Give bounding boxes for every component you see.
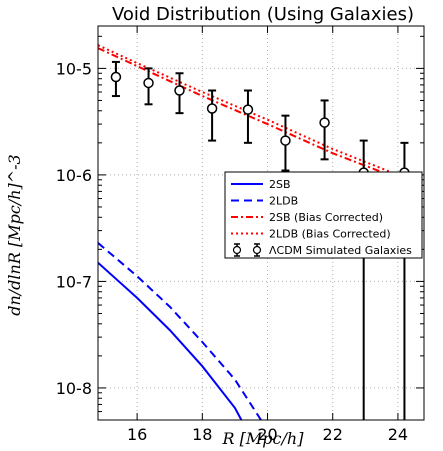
data-point	[206, 103, 218, 114]
y-tick-label: 10-6	[56, 166, 92, 185]
legend-label: 2LDB	[269, 195, 298, 208]
data-point	[319, 117, 330, 128]
x-tick-label: 24	[388, 425, 408, 444]
x-tick-label: 18	[192, 425, 212, 444]
legend-marker	[232, 245, 242, 255]
series-line-1	[98, 242, 262, 420]
x-axis-label: R [Mpc/h]	[222, 429, 305, 448]
plot-frame	[97, 25, 425, 421]
x-tick-label: 22	[323, 425, 343, 444]
data-point	[280, 135, 291, 146]
legend-label: 2LDB (Bias Corrected)	[269, 228, 391, 241]
y-tick-label: 10-5	[56, 59, 92, 78]
x-tick-label: 20	[257, 425, 277, 444]
x-tick-label: 16	[127, 425, 147, 444]
y-tick-label: 10-8	[56, 379, 92, 398]
data-point	[174, 85, 185, 96]
legend-label: 2SB (Bias Corrected)	[269, 211, 383, 224]
legend-label: ΛCDM Simulated Galaxies	[269, 244, 412, 257]
y-axis-label: dn/dlnR [Mpc/h]^-3	[5, 154, 24, 316]
legend-marker	[252, 245, 262, 255]
data-point	[143, 77, 154, 89]
legend-label: 2SB	[269, 178, 291, 191]
chart-title: Void Distribution (Using Galaxies)	[112, 4, 414, 25]
series-line-2	[98, 47, 424, 190]
legend: 2SB 2LDB 2SB (Bias Corrected) 2LDB (Bias Co…	[224, 171, 423, 259]
series-line-0	[98, 261, 243, 420]
y-tick-label: 10-7	[56, 272, 92, 291]
data-point	[110, 71, 122, 83]
data-point	[242, 104, 254, 115]
series-line-3	[98, 44, 424, 187]
